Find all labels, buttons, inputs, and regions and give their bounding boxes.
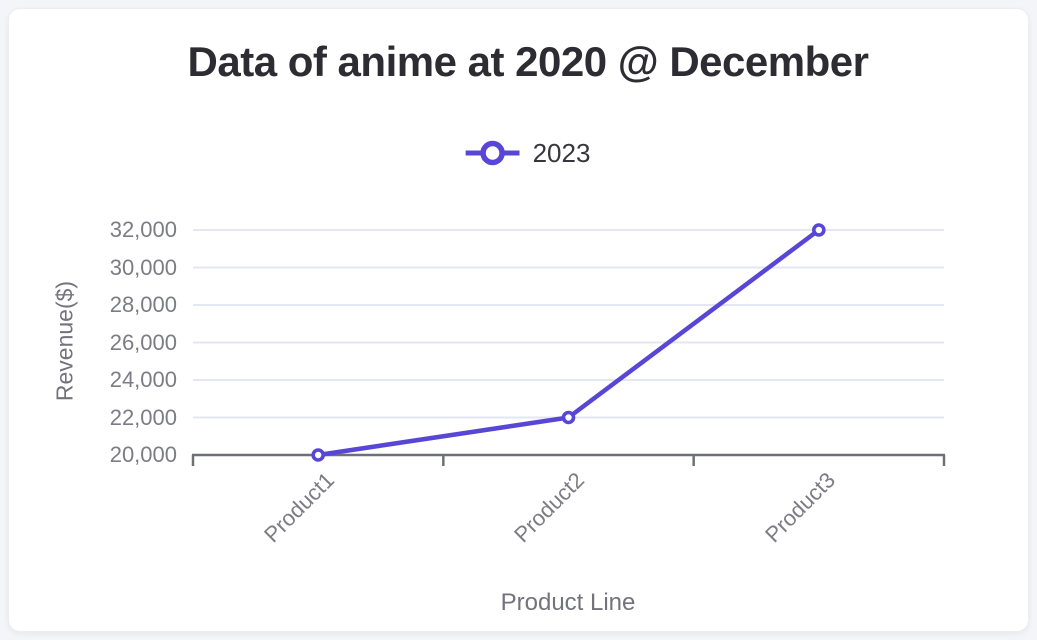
x-axis-title: Product Line	[500, 589, 636, 616]
y-tick-label-28000: 28,000	[109, 292, 177, 317]
legend-line-marker-icon	[465, 140, 520, 166]
data-point-product2-2023[interactable]	[561, 410, 576, 425]
line-chart-plot	[191, 223, 946, 466]
legend-label: 2023	[532, 138, 591, 168]
chart-title: Data of anime at 2020 @ December	[187, 38, 869, 85]
y-axis-title: Revenue($)	[51, 280, 78, 402]
chart-card: Data of anime at 2020 @ December 2023 20…	[8, 8, 1029, 632]
y-tick-label-30000: 30,000	[109, 254, 177, 280]
y-tick-label-20000: 20,000	[109, 442, 177, 467]
data-point-product1-2023[interactable]	[311, 448, 325, 462]
data-point-product3-2023[interactable]	[812, 223, 826, 237]
legend-ring-icon	[480, 140, 505, 166]
y-tick-label-26000: 26,000	[109, 329, 177, 355]
y-tick-label-32000: 32,000	[109, 217, 177, 242]
legend-item-2023[interactable]: 2023	[465, 138, 591, 168]
y-tick-label-22000: 22,000	[109, 404, 177, 430]
y-tick-label-24000: 24,000	[109, 367, 177, 392]
